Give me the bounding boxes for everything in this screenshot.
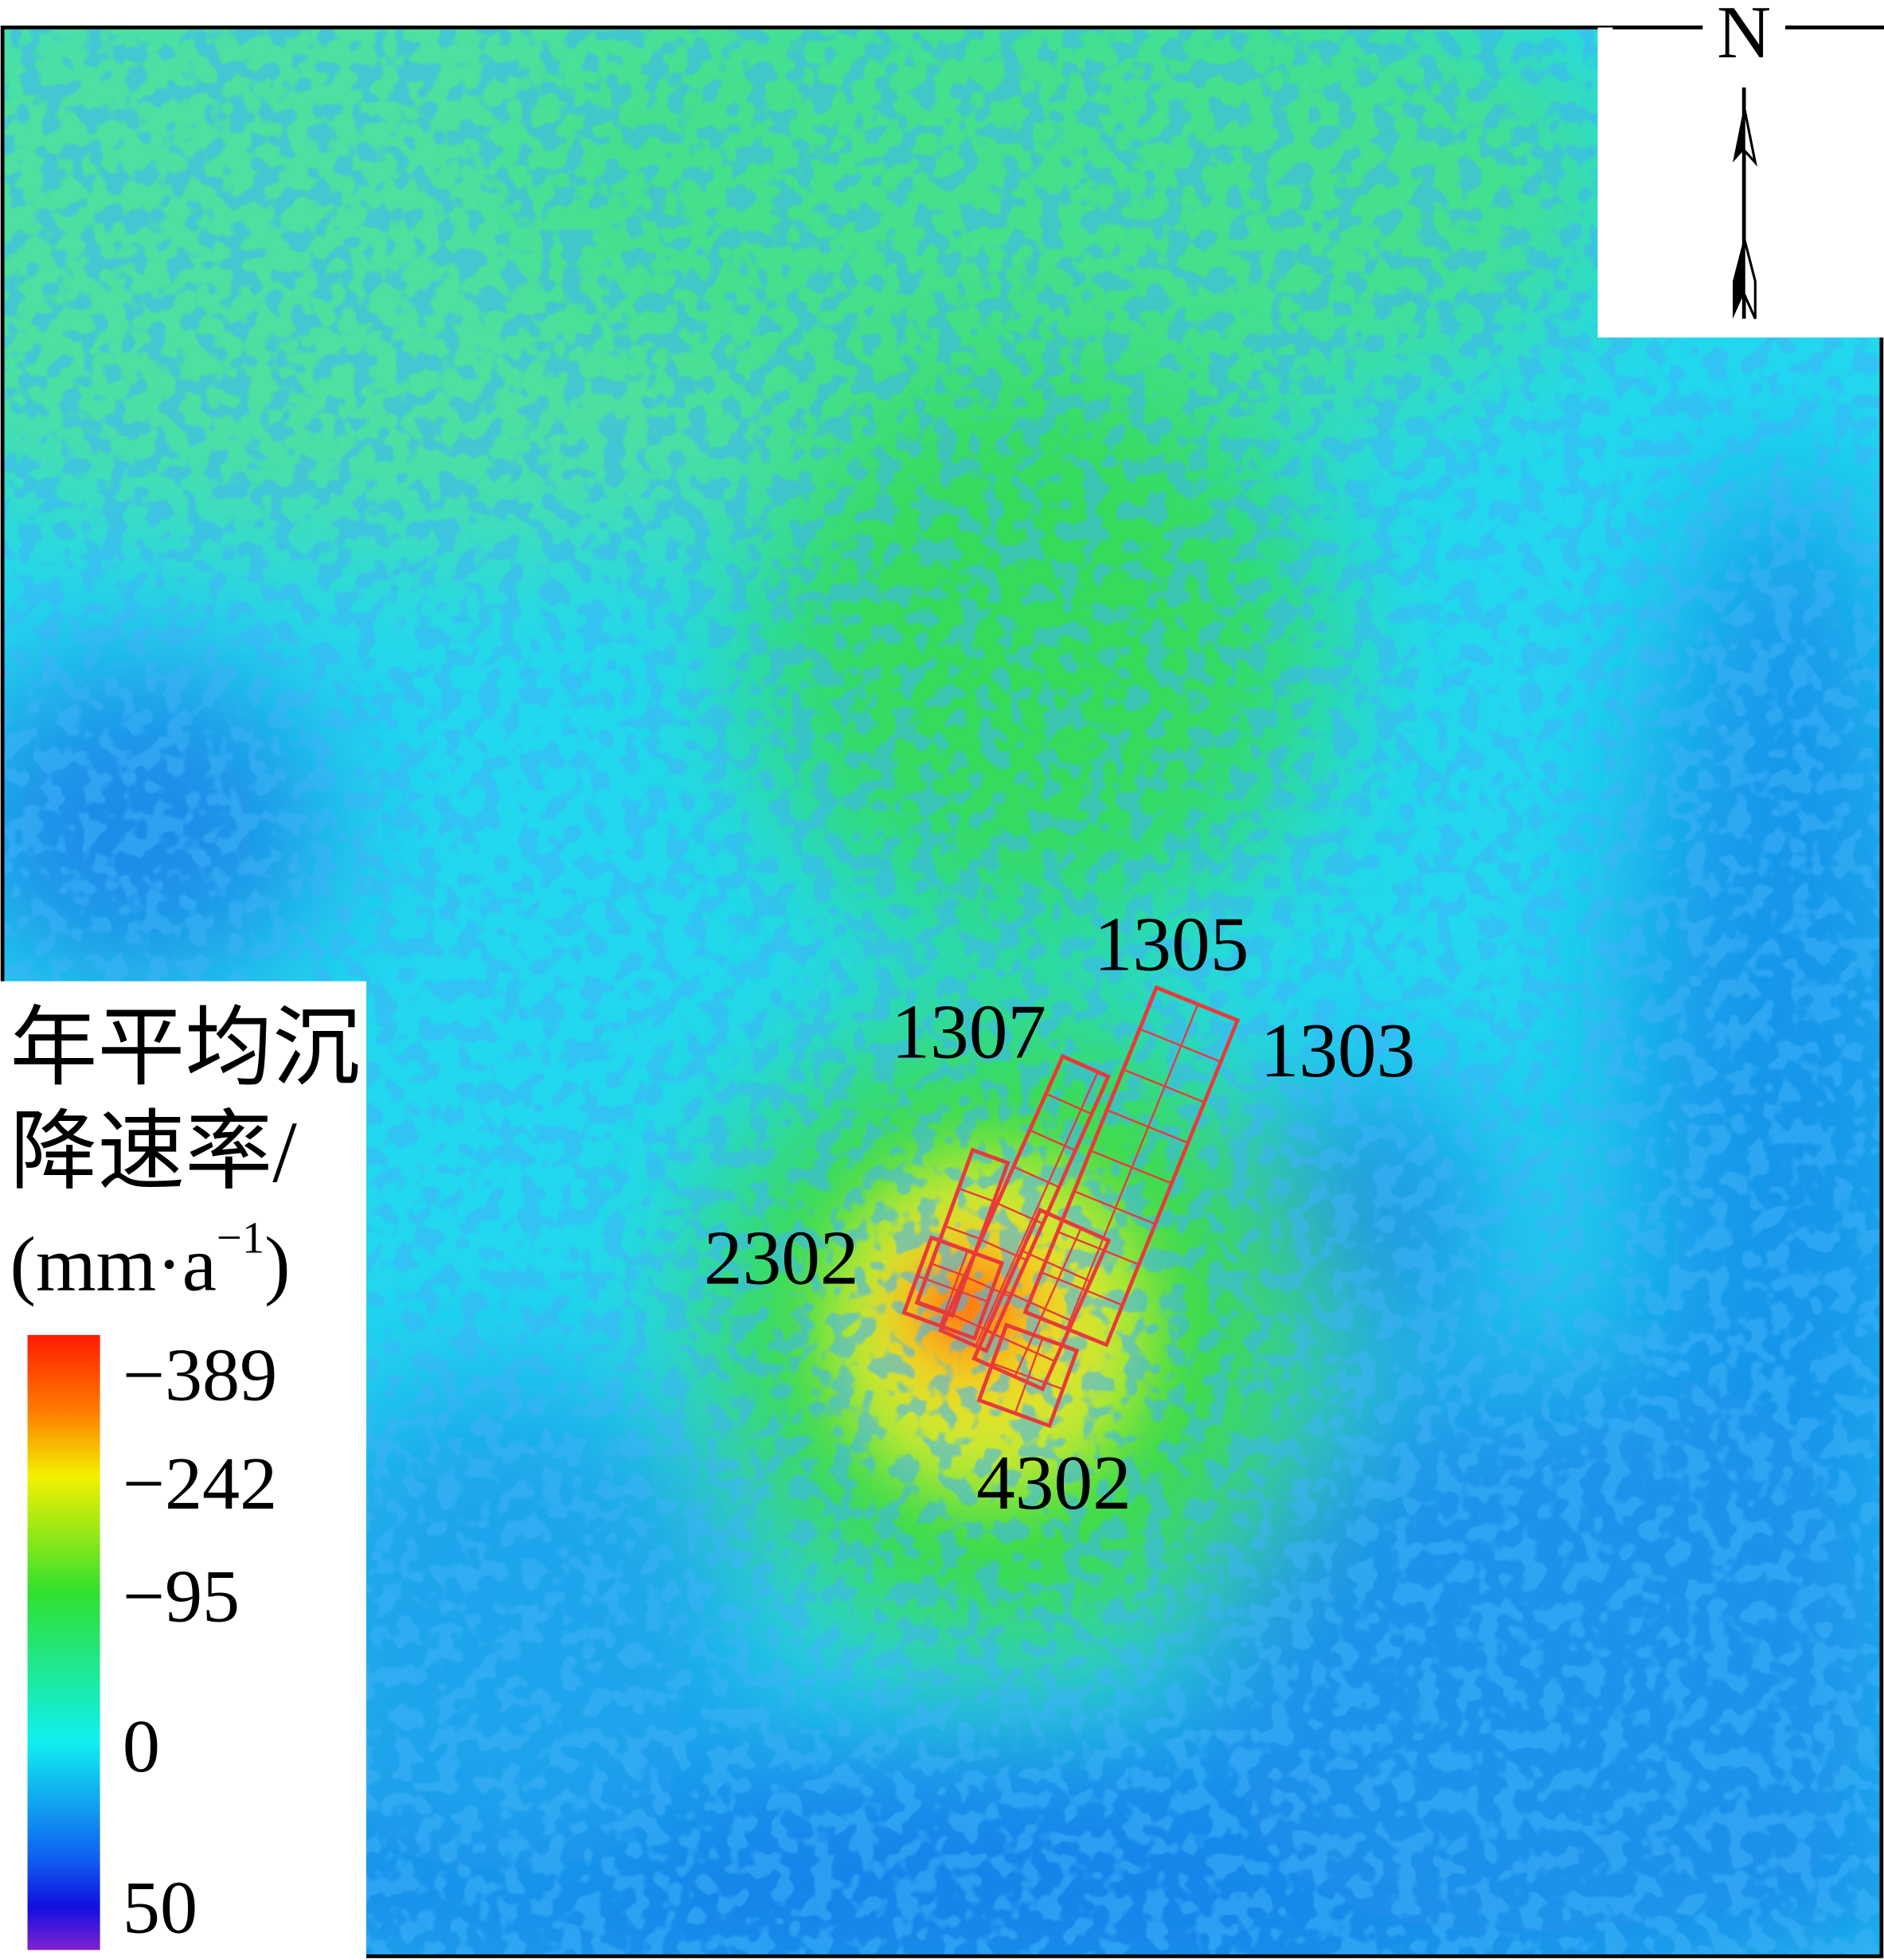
panel-label: 4302 xyxy=(976,1440,1132,1526)
north-tail xyxy=(1742,236,1757,320)
north-label: N xyxy=(1717,0,1771,74)
colorbar-label: 0 xyxy=(123,1705,160,1788)
panel-labels: 1305 1307 1303 2302 4302 xyxy=(704,901,1415,1526)
legend-unit: (mm·a−1) xyxy=(10,1213,291,1307)
panel-label: 1305 xyxy=(1094,901,1249,987)
panel-label: 2302 xyxy=(704,1216,859,1302)
north-gap xyxy=(1702,0,1785,58)
legend-unit-text: (mm·a xyxy=(10,1221,217,1307)
north-arrow: N xyxy=(1597,0,1884,338)
colorbar-label: −389 xyxy=(123,1334,277,1417)
north-tail xyxy=(1733,237,1745,319)
workface-grids xyxy=(901,985,1241,1429)
colorbar-label: −242 xyxy=(123,1443,277,1525)
colorbar-label: −95 xyxy=(123,1555,240,1638)
legend-unit-close: ) xyxy=(264,1221,290,1307)
legend-title: 年平均沉 xyxy=(10,999,361,1096)
workface-grid xyxy=(901,1235,1005,1341)
legend: 年平均沉 降速率/ (mm·a−1) −389 −242 −95 0 50 xyxy=(0,981,367,1960)
panel-label: 1303 xyxy=(1261,1008,1416,1094)
panel-label: 1307 xyxy=(891,989,1046,1075)
north-head xyxy=(1742,106,1757,167)
colorbar-label: 50 xyxy=(123,1866,197,1949)
workface-grid xyxy=(976,1322,1080,1429)
colorbar xyxy=(27,1334,100,1950)
colorbar-labels: −389 −242 −95 0 50 xyxy=(123,1334,277,1950)
legend-unit-exponent: −1 xyxy=(217,1213,264,1263)
legend-title: 降速率/ xyxy=(10,1103,298,1201)
north-head xyxy=(1733,106,1745,163)
